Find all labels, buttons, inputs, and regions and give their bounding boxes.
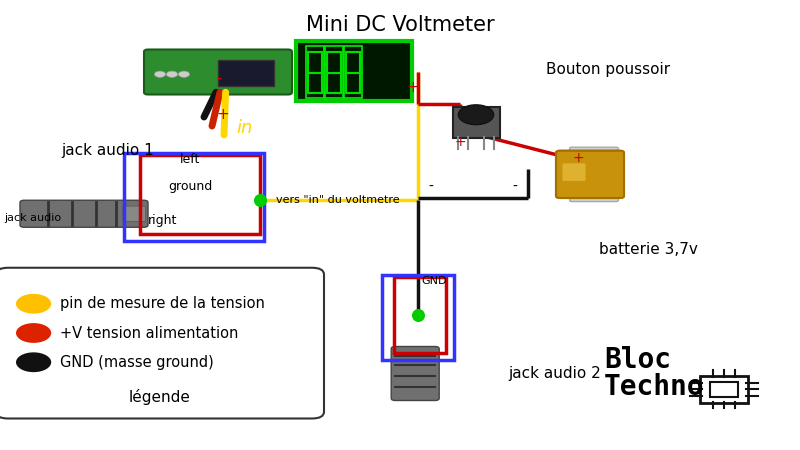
Text: vers "in" du voltmetre: vers "in" du voltmetre [276,195,400,205]
Text: -: - [216,71,222,86]
FancyBboxPatch shape [20,200,148,227]
Text: +V tension alimentation: +V tension alimentation [60,325,238,341]
Text: jack audio: jack audio [4,213,61,223]
Text: GND (masse ground): GND (masse ground) [60,355,214,370]
Circle shape [166,71,178,77]
Text: right: right [148,214,178,227]
FancyBboxPatch shape [306,46,324,98]
Circle shape [16,352,51,372]
Text: +: + [406,80,419,95]
Bar [140,155,260,234]
Text: -: - [428,180,433,194]
Point [254,197,266,204]
Text: Techno: Techno [604,373,705,401]
FancyBboxPatch shape [325,46,343,98]
FancyBboxPatch shape [0,268,324,418]
Text: -: - [512,180,517,194]
Circle shape [154,71,166,77]
FancyBboxPatch shape [700,376,748,403]
Text: jack audio 1: jack audio 1 [62,143,154,158]
Text: left: left [180,153,200,166]
Text: pin de mesure de la tension: pin de mesure de la tension [60,296,265,311]
Text: +: + [454,135,466,149]
FancyBboxPatch shape [710,382,738,397]
Text: +: + [572,150,584,165]
Bar [382,274,454,360]
FancyBboxPatch shape [218,60,274,86]
FancyBboxPatch shape [562,163,586,181]
Circle shape [16,294,51,314]
FancyBboxPatch shape [556,151,624,198]
Bar [394,277,446,353]
FancyBboxPatch shape [570,147,618,202]
Text: jack audio 2: jack audio 2 [508,366,601,381]
FancyBboxPatch shape [144,50,292,94]
Circle shape [16,323,51,343]
Circle shape [458,105,494,125]
Bar [124,153,264,241]
FancyBboxPatch shape [122,206,146,221]
Text: batterie 3,7v: batterie 3,7v [598,242,698,257]
Text: Bouton poussoir: Bouton poussoir [546,62,670,77]
FancyBboxPatch shape [296,40,412,101]
FancyBboxPatch shape [556,151,624,198]
FancyBboxPatch shape [453,107,500,138]
Text: ground: ground [168,180,212,193]
Text: GND: GND [422,276,447,286]
Text: Bloc: Bloc [604,346,671,374]
Text: in: in [236,119,252,137]
Point [411,311,424,319]
Text: légende: légende [129,389,191,405]
FancyBboxPatch shape [344,46,362,98]
FancyBboxPatch shape [391,346,439,400]
Circle shape [178,71,190,77]
Text: +: + [216,107,229,122]
Text: Mini DC Voltmeter: Mini DC Voltmeter [306,15,494,35]
